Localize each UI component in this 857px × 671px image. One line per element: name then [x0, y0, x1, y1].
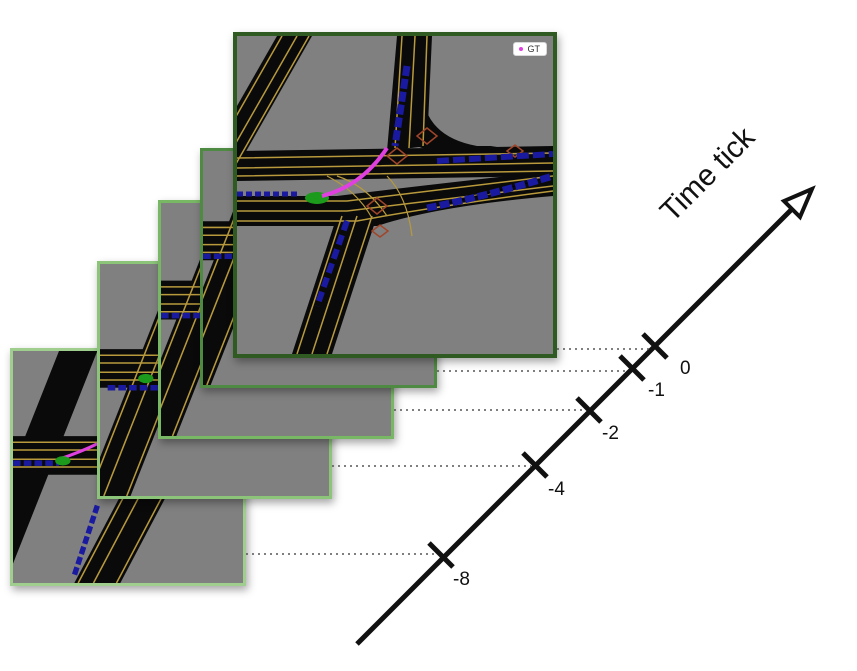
tick-mark-minus-2 — [575, 396, 603, 424]
axis-title: Time tick — [653, 120, 762, 229]
legend-label: GT — [527, 44, 541, 54]
tick-label-minus-1: -1 — [648, 380, 665, 401]
map-scene — [237, 36, 553, 354]
tick-label-minus-2: -2 — [602, 423, 619, 444]
tick-label-0: 0 — [680, 358, 691, 379]
frame-tick-0: GT — [233, 32, 557, 358]
tick-label-minus-4: -4 — [548, 479, 565, 500]
legend: GT — [512, 42, 547, 56]
time-axis-arrow-icon — [780, 185, 816, 221]
legend-marker — [518, 47, 523, 51]
tick-label-minus-8: -8 — [453, 569, 470, 590]
tick-mark-0 — [641, 332, 669, 360]
tick-mark-minus-8 — [427, 541, 455, 569]
tick-mark-minus-4 — [521, 451, 549, 479]
tick-mark-minus-1 — [618, 354, 646, 382]
